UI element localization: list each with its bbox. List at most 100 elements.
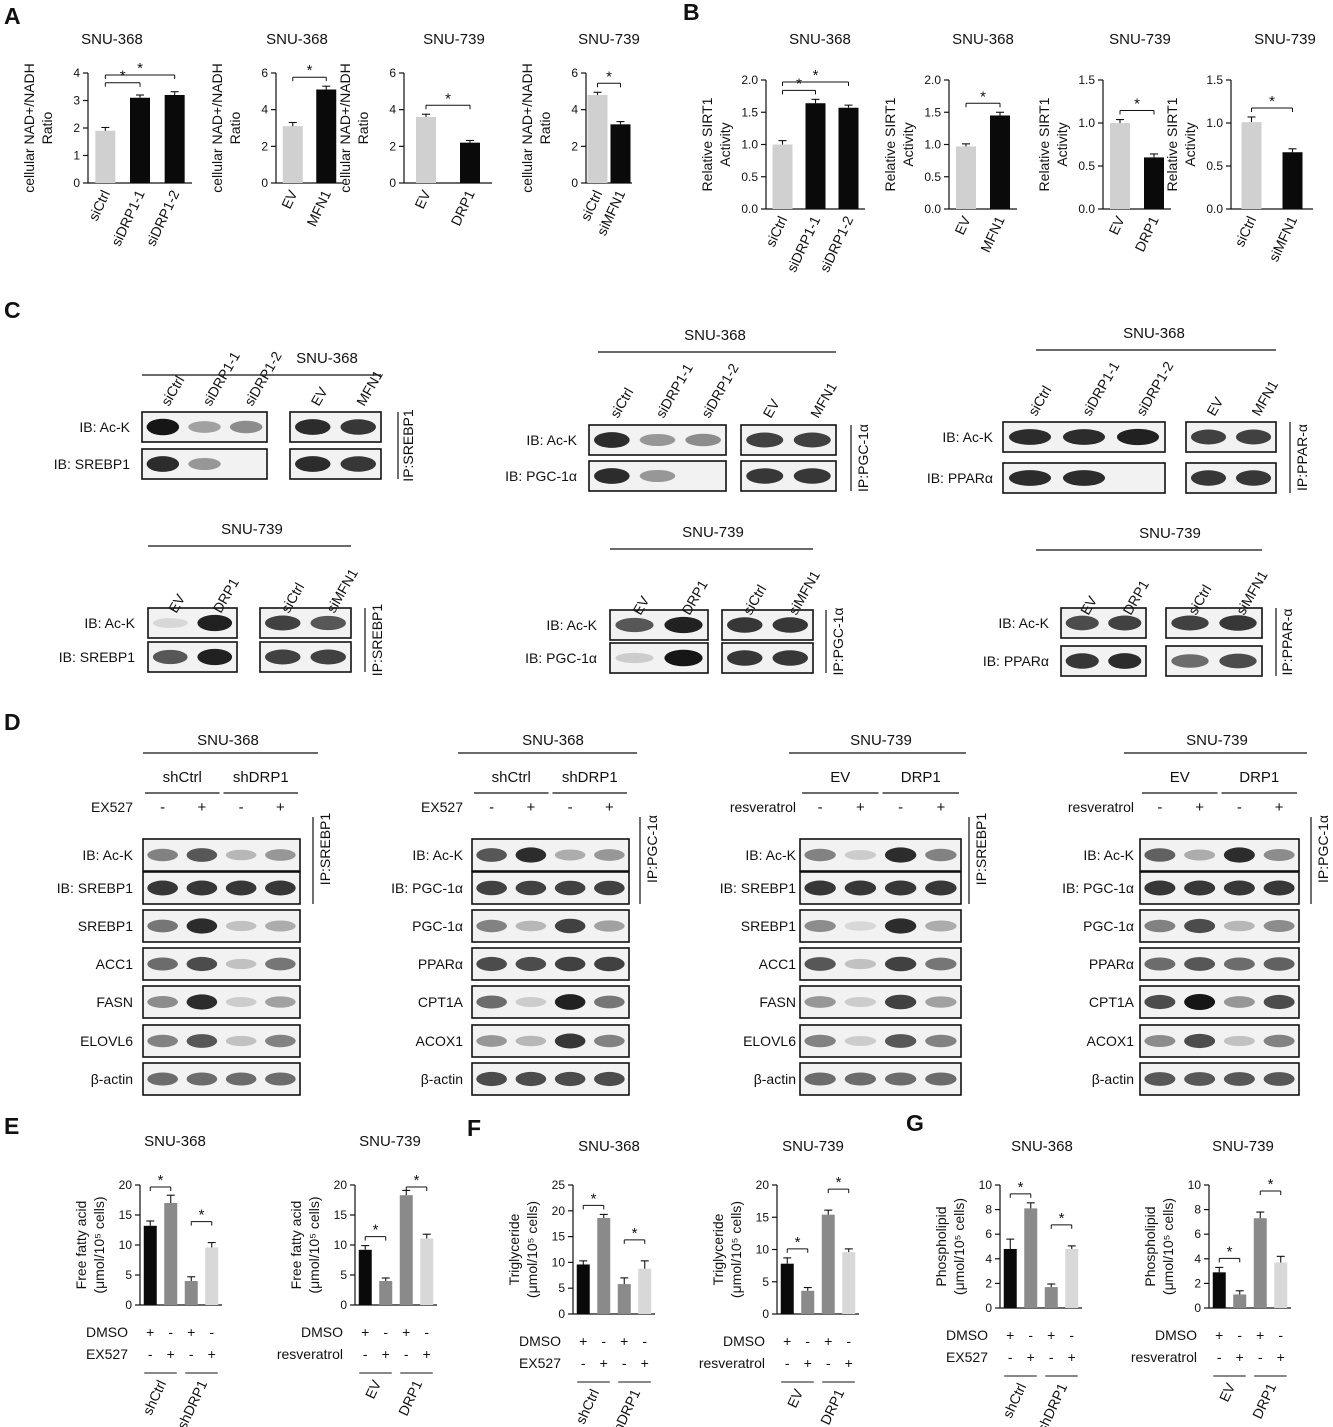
y-tick-label: 15 — [756, 1210, 770, 1224]
row-label: PGC-1α — [1083, 918, 1134, 934]
blot-band — [265, 957, 296, 971]
chart-title: SNU-739 — [1254, 31, 1316, 48]
treatment-sign: + — [187, 1324, 195, 1340]
row-label: β-actin — [91, 1071, 133, 1087]
blot-band — [265, 920, 296, 932]
blot-band — [476, 919, 507, 933]
blot-band — [727, 617, 763, 633]
treatment-label: DMSO — [86, 1324, 128, 1340]
y-axis-label-unit: (μmol/10⁵ cells) — [91, 1196, 107, 1293]
y-axis-label: cellular NAD+/NADH — [337, 63, 353, 193]
blot-c2: SNU-368 siCtrl siDRP1-1 siDRP1-2 EV MFN1 IB: A… — [505, 327, 871, 492]
y-tick-label: 4 — [73, 66, 80, 80]
bar — [164, 95, 185, 183]
chart-e1: SNU-368 0 5 10 15 20 Free fatty acid (μmol/10⁵ … — [73, 1133, 222, 1427]
blot-band — [1108, 615, 1142, 631]
ip-label: IP:PGC-1α — [644, 815, 660, 883]
treatment-sign: - — [601, 1333, 606, 1349]
treatment-sign: + — [361, 1324, 369, 1340]
blot-band — [884, 918, 917, 934]
lane-label: MFN1 — [353, 367, 386, 408]
blot-band — [1065, 653, 1099, 669]
group-label: DRP1 — [395, 1377, 425, 1418]
cell-line-title: SNU-368 — [522, 732, 584, 749]
row-label: IB: Ac-K — [79, 419, 130, 435]
y-tick-label: 0 — [571, 176, 578, 190]
y-tick-label: 15 — [552, 1230, 566, 1244]
treatment-label: DMSO — [723, 1333, 765, 1349]
row-label: ELOVL6 — [743, 1033, 796, 1049]
bar — [801, 1290, 815, 1314]
blot-band — [1144, 919, 1176, 933]
chart-e2: SNU-739 0 5 10 15 20 Free fatty acid (μmol/10⁵ … — [277, 1133, 437, 1418]
y-tick-label: 1.0 — [741, 138, 758, 152]
bar — [1144, 157, 1164, 209]
y-tick-label: 0.5 — [1078, 159, 1095, 173]
group-label: shCtrl — [139, 1378, 169, 1418]
blot-band — [1144, 848, 1176, 862]
chart-b1: SNU-368 0.0 0.5 1.0 1.5 2.0 Relative SIRT1 Acti… — [699, 31, 865, 275]
blot-band — [1184, 849, 1216, 861]
blot-band — [685, 433, 721, 447]
y-axis-label: Relative SIRT1 — [882, 97, 898, 191]
group-label: shCtrl — [163, 769, 202, 786]
treatment-sign: - — [622, 1355, 627, 1371]
blot-band — [476, 1035, 507, 1047]
treatment-label: resveratrol — [1068, 799, 1134, 815]
row-label: IB: PPARα — [927, 470, 993, 486]
bar — [956, 146, 976, 209]
blot-band — [1184, 994, 1216, 1010]
y-tick-label: 0 — [340, 1298, 347, 1312]
treatment-sign: + — [1277, 1349, 1285, 1365]
blot-band — [1144, 1034, 1176, 1048]
blot-band — [476, 956, 507, 972]
chart-g2: SNU-739 0 2 4 6 8 10 Phospholipid (μmol/10⁵ cell… — [1131, 1138, 1291, 1421]
blot-band — [146, 418, 180, 436]
x-category-label: MFN1 — [303, 187, 334, 228]
y-axis-label-unit: (μmol/10⁵ cells) — [728, 1201, 744, 1298]
blot-band — [1263, 957, 1295, 971]
blot-band — [925, 880, 957, 896]
blot-band — [265, 880, 296, 896]
group-label: DRP1 — [901, 769, 941, 786]
bar — [576, 1264, 590, 1314]
blot-d3: SNU-739 EV DRP1 resveratrol - + - + IB: Ac-K IB: … — [720, 732, 989, 1096]
blot-band — [1263, 1072, 1295, 1086]
group-label: DRP1 — [817, 1386, 847, 1427]
treatment-sign: + — [276, 799, 285, 816]
y-axis-label-unit: (μmol/10⁵ cells) — [524, 1201, 540, 1298]
blot-band — [186, 1072, 218, 1086]
y-axis-label: Free fatty acid — [288, 1201, 304, 1290]
sig-star: * — [632, 1225, 638, 1242]
row-label: ACC1 — [96, 956, 134, 972]
row-label: PGC-1α — [412, 918, 463, 934]
treatment-label: EX527 — [91, 799, 133, 815]
blot-band — [476, 880, 507, 896]
cell-line-title: SNU-739 — [1186, 732, 1248, 749]
row-label: FASN — [759, 994, 796, 1010]
y-tick-label: 3 — [73, 94, 80, 108]
treatment-sign: + — [824, 1333, 832, 1349]
row-label: IB: Ac-K — [546, 617, 597, 633]
y-tick-label: 8 — [985, 1203, 992, 1217]
panel-label-c: C — [4, 297, 21, 323]
lane-label: siDRP1-1 — [1079, 358, 1123, 418]
treatment-sign: + — [208, 1346, 216, 1362]
treatment-sign: - — [1258, 1349, 1263, 1365]
treatment-sign: - — [898, 799, 903, 816]
bar — [838, 107, 859, 209]
blot-band — [594, 956, 625, 972]
y-tick-label: 1.5 — [741, 105, 758, 119]
treatment-sign: + — [1047, 1327, 1055, 1343]
y-tick-label: 10 — [334, 1238, 348, 1252]
blot-band — [1223, 880, 1255, 896]
blot-band — [265, 849, 296, 861]
y-tick-label: 2 — [985, 1276, 992, 1290]
y-axis-label: cellular NAD+/NADH — [209, 63, 225, 193]
sig-star: * — [445, 90, 451, 107]
blot-band — [186, 956, 218, 972]
treatment-label: resveratrol — [730, 799, 796, 815]
x-category-label: siCtrl — [1231, 214, 1259, 250]
